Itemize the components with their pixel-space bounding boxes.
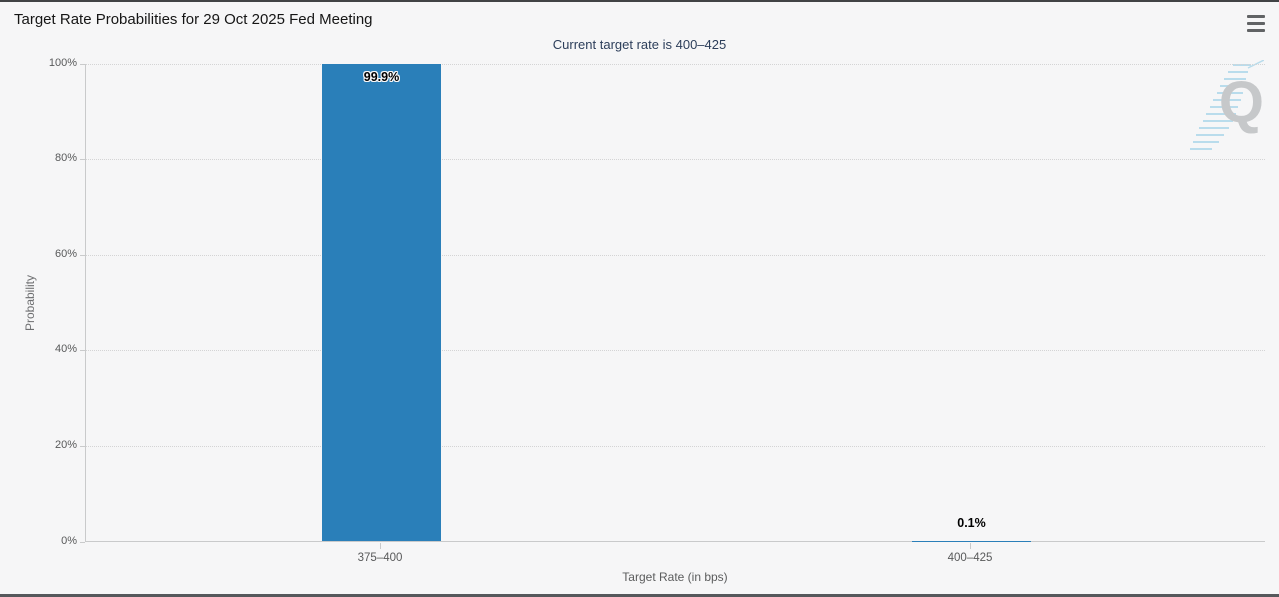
x-tick-label: 400–425: [947, 552, 993, 564]
y-tick-mark: [80, 159, 85, 160]
gridline-20: [86, 445, 1265, 447]
y-tick-label: 60%: [54, 248, 77, 260]
x-tick-mark: [970, 543, 971, 549]
y-tick-label: 40%: [54, 343, 77, 355]
bar-value-label: 99.9%: [363, 70, 400, 84]
hamburger-bar: [1247, 21, 1265, 26]
bar-value-label: 0.1%: [957, 516, 986, 530]
gridline-80: [86, 159, 1265, 161]
x-axis-title: Target Rate (in bps): [622, 570, 728, 584]
y-tick-mark: [80, 542, 85, 543]
x-tick-mark: [380, 543, 381, 549]
y-tick-label: 100%: [48, 57, 77, 69]
x-tick-label: 375–400: [357, 552, 403, 564]
y-tick-label: 80%: [54, 152, 77, 164]
hamburger-menu-icon[interactable]: [1247, 15, 1265, 32]
hamburger-bar: [1247, 28, 1265, 32]
y-axis-title: Probability: [23, 274, 37, 332]
gridline-40: [86, 350, 1265, 352]
chart-subtitle: Current target rate is 400–425: [552, 37, 727, 52]
gridline-100: [86, 64, 1265, 65]
y-tick-mark: [80, 64, 85, 65]
y-tick-mark: [80, 350, 85, 351]
hamburger-bar: [1247, 15, 1265, 19]
y-tick-label: 0%: [61, 535, 77, 547]
plot-area: 99.9% 0.1%: [85, 64, 1265, 542]
y-tick-label: 20%: [54, 439, 77, 451]
chart-title: Target Rate Probabilities for 29 Oct 202…: [14, 11, 373, 28]
y-tick-mark: [80, 446, 85, 447]
bar-375-400[interactable]: [322, 64, 441, 541]
y-tick-mark: [80, 255, 85, 256]
gridline-60: [86, 254, 1265, 256]
